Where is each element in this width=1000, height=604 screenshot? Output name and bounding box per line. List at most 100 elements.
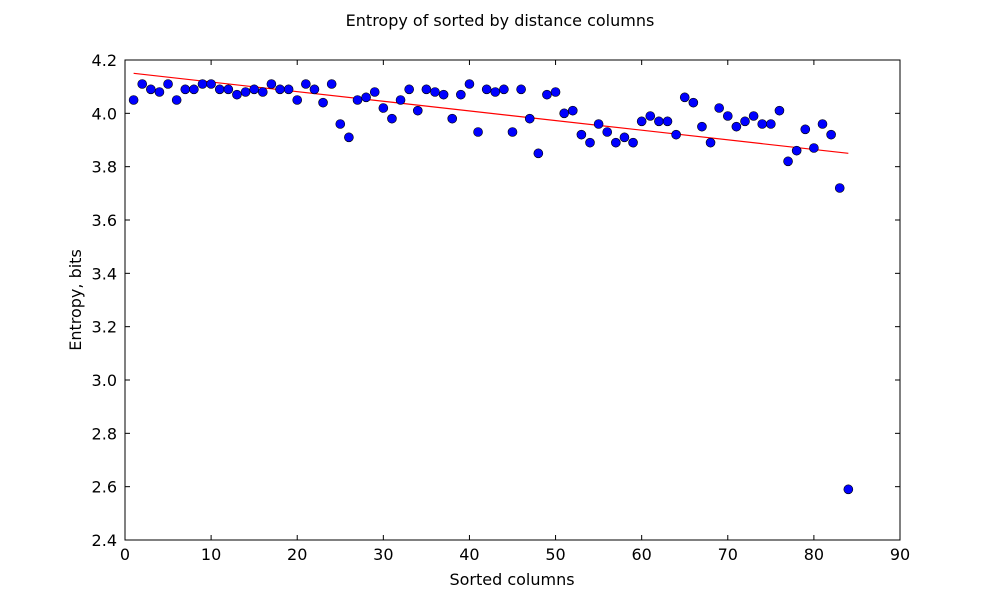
x-axis: 0 10 20 30 40 50 60 70 80 90	[120, 60, 910, 564]
chart-title: Entropy of sorted by distance columns	[346, 11, 655, 30]
data-points-layer	[128, 79, 854, 495]
data-point	[800, 124, 811, 135]
data-point	[611, 137, 621, 148]
data-point	[464, 79, 475, 89]
data-point	[266, 79, 277, 89]
data-point	[301, 79, 311, 89]
data-point	[447, 113, 458, 124]
data-point	[171, 95, 182, 105]
data-point	[490, 87, 501, 97]
data-point	[628, 137, 638, 148]
data-point	[421, 84, 432, 95]
data-point	[662, 116, 673, 127]
data-point	[137, 79, 148, 89]
data-point	[636, 116, 647, 127]
data-point	[576, 129, 587, 140]
data-point	[645, 111, 656, 121]
data-point	[335, 119, 346, 129]
data-point	[189, 84, 199, 95]
data-point	[128, 95, 139, 105]
y-tick-label: 2.6	[92, 478, 117, 497]
data-point	[783, 156, 793, 167]
data-point	[378, 103, 389, 113]
y-axis: 2.4 2.6 2.8 3.0 3.2 3.4 3.6 3.8 4.0 4.2	[92, 51, 900, 550]
x-axis-label: Sorted columns	[449, 570, 574, 589]
x-tick-label: 20	[287, 545, 307, 564]
data-point	[275, 84, 285, 95]
x-tick-label: 50	[545, 545, 565, 564]
data-point	[714, 103, 724, 113]
data-point	[550, 87, 561, 97]
data-point	[249, 84, 259, 95]
y-tick-label: 4.0	[92, 104, 117, 123]
data-point	[326, 79, 337, 89]
data-point	[438, 89, 449, 100]
x-tick-label: 0	[120, 545, 130, 564]
data-point	[722, 111, 733, 121]
data-point	[257, 87, 268, 97]
data-point	[412, 105, 423, 116]
plot-frame	[124, 59, 901, 541]
x-tick-label: 30	[373, 545, 393, 564]
data-point	[679, 92, 690, 103]
data-point	[705, 137, 716, 148]
data-point	[318, 97, 328, 108]
x-tick-label: 10	[201, 545, 221, 564]
data-point	[232, 89, 242, 100]
data-point	[671, 129, 681, 140]
data-point	[352, 95, 363, 105]
x-tick-label: 40	[459, 545, 479, 564]
data-point	[404, 84, 414, 95]
data-point	[731, 121, 742, 132]
data-point	[697, 121, 707, 132]
y-tick-label: 2.4	[92, 531, 117, 550]
x-tick-label: 90	[890, 545, 910, 564]
data-point	[154, 87, 165, 97]
data-point	[619, 132, 630, 143]
data-point	[826, 129, 836, 140]
data-point	[481, 84, 492, 95]
data-point	[507, 127, 518, 137]
data-point	[559, 108, 569, 119]
y-tick-label: 3.4	[92, 264, 117, 283]
data-point	[163, 79, 173, 89]
data-point	[283, 84, 294, 95]
data-point	[817, 119, 828, 129]
y-tick-label: 3.6	[92, 211, 117, 230]
y-tick-label: 3.0	[92, 371, 117, 390]
data-point	[834, 183, 845, 193]
data-point	[240, 87, 251, 97]
data-point	[524, 113, 535, 124]
x-tick-label: 60	[631, 545, 651, 564]
x-tick-label: 80	[804, 545, 824, 564]
data-point	[593, 119, 604, 129]
data-point	[740, 116, 750, 127]
data-point	[567, 105, 578, 116]
data-point	[146, 84, 156, 95]
data-point	[309, 84, 320, 95]
y-tick-label: 3.8	[92, 158, 117, 177]
data-point	[180, 84, 191, 95]
data-point	[206, 79, 216, 89]
data-point	[654, 116, 664, 127]
y-axis-label: Entropy, bits	[66, 249, 85, 351]
data-point	[809, 143, 819, 153]
data-point	[387, 113, 397, 124]
data-point	[197, 79, 208, 89]
data-point	[292, 95, 303, 105]
data-point	[748, 111, 759, 121]
data-point	[223, 84, 234, 95]
x-tick-label: 70	[718, 545, 738, 564]
data-point	[430, 87, 440, 97]
data-point	[499, 84, 509, 95]
data-point	[791, 145, 802, 156]
data-point	[766, 119, 776, 129]
data-point	[456, 89, 466, 100]
data-point	[395, 95, 406, 105]
data-point	[585, 137, 595, 148]
data-point	[602, 127, 613, 137]
data-point	[533, 148, 544, 159]
data-point	[214, 84, 225, 95]
